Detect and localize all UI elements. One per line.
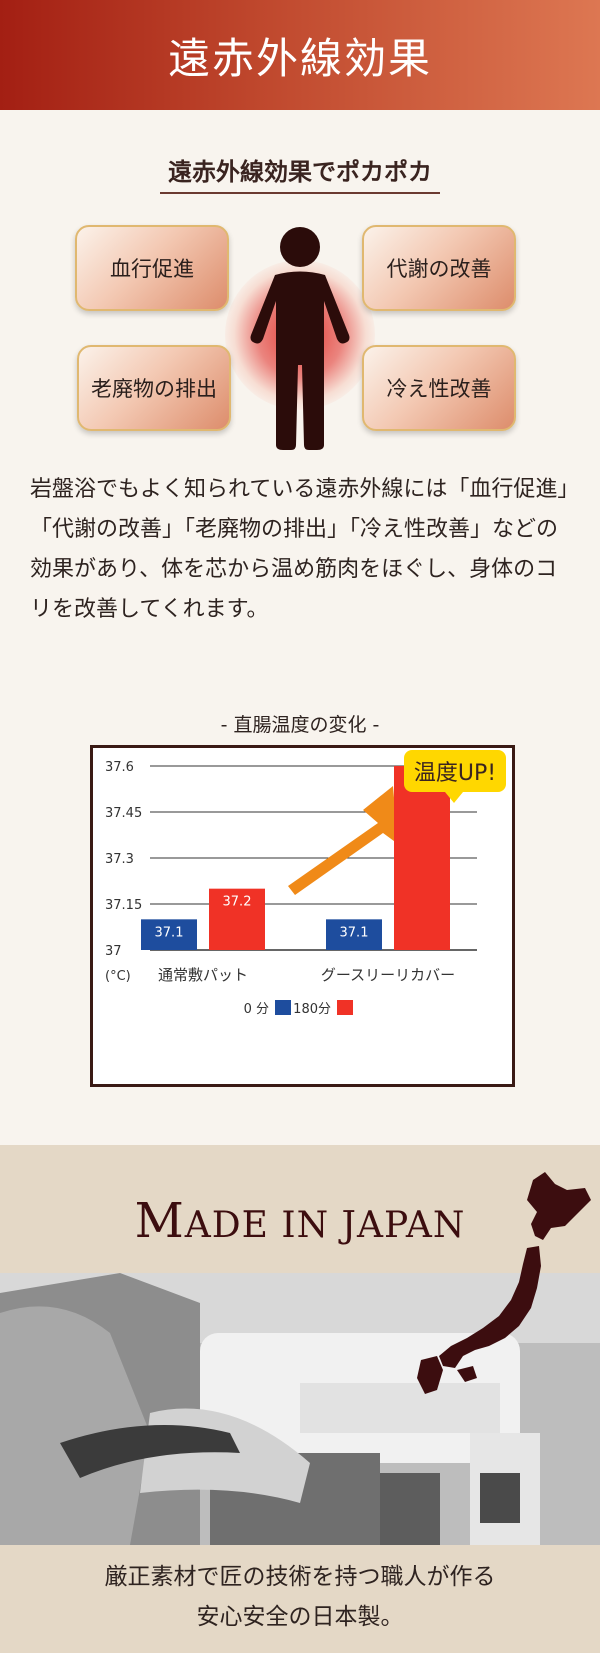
effect-cold-relief: 冷え性改善	[362, 345, 516, 431]
bar	[326, 919, 382, 950]
bar-value-label: 37.1	[155, 925, 184, 940]
legend-label: 0 分	[244, 1002, 269, 1017]
y-tick-label: 37	[105, 944, 122, 959]
y-tick-label: 37.15	[105, 898, 142, 913]
effect-blood-circulation: 血行促進	[75, 225, 229, 311]
bar-value-label: 37.2	[223, 895, 252, 910]
caption-line-2: 安心安全の日本製。	[196, 1604, 404, 1630]
caption-line-1: 厳正素材で匠の技術を持つ職人が作る	[104, 1564, 496, 1590]
y-tick-label: 37.45	[105, 806, 142, 821]
title-initial: M	[134, 1193, 185, 1249]
description-text: 岩盤浴でもよく知られている遠赤外線には「血行促進」「代謝の改善」「老廃物の排出」…	[30, 477, 569, 622]
category-label: グースリーリカバー	[321, 966, 455, 984]
effect-metabolism: 代謝の改善	[362, 225, 516, 311]
person-icon	[250, 227, 350, 450]
legend-label: 180分	[293, 1002, 331, 1017]
effects-diagram: 血行促進 代謝の改善 老廃物の排出 冷え性改善	[0, 220, 600, 450]
made-in-japan-caption: 厳正素材で匠の技術を持つ職人が作る 安心安全の日本製。	[0, 1545, 600, 1653]
chart-title: - 直腸温度の変化 -	[220, 714, 380, 736]
effect-detox: 老廃物の排出	[77, 345, 231, 431]
legend-swatch	[275, 1000, 291, 1015]
y-tick-label: 37.6	[105, 760, 134, 775]
bar	[394, 766, 450, 950]
y-tick-label: 37.3	[105, 852, 134, 867]
chart-canvas: 37 37.15 37.3 37.45 37.6 (°C) 37.1 37.2 通常敷パット 37…	[105, 760, 477, 1017]
section-subheading: 遠赤外線効果でポカポカ	[0, 152, 600, 194]
badge-pointer	[445, 792, 463, 803]
made-in-japan-title: MADE IN JAPAN	[0, 1193, 600, 1249]
title-rest: ADE IN JAPAN	[184, 1205, 466, 1246]
made-in-japan-section: MADE IN JAPAN	[0, 1145, 600, 1545]
header-banner: 遠赤外線効果	[0, 0, 600, 110]
legend-swatch	[337, 1000, 353, 1015]
page-title: 遠赤外線効果	[167, 33, 432, 83]
bar	[209, 888, 265, 950]
bar-value-label: 37.1	[340, 925, 369, 940]
japan-map-icon	[417, 1172, 591, 1394]
subheading-text: 遠赤外線効果でポカポカ	[160, 158, 440, 194]
sewing-machine-illustration	[0, 1273, 600, 1545]
bar	[141, 919, 197, 950]
category-label: 通常敷パット	[158, 966, 248, 984]
up-arrow	[288, 786, 398, 895]
y-unit-label: (°C)	[105, 969, 131, 984]
temperature-up-badge: 温度UP!	[404, 750, 506, 792]
temperature-chart: 37 37.15 37.3 37.45 37.6 (°C) 37.1 37.2 通常敷パット 37…	[90, 745, 515, 1087]
